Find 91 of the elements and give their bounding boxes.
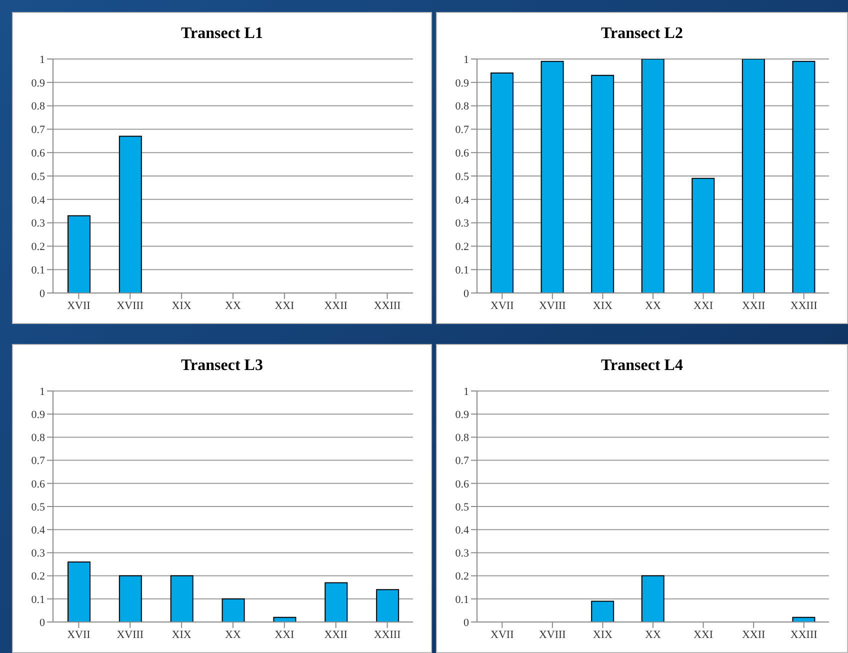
chart-title: Transect L2 [600,25,684,44]
bar [692,178,715,293]
y-tick-label: 0.7 [455,124,470,136]
bar [742,59,765,293]
y-tick-label: 0.5 [455,501,470,514]
y-tick-label: 0.6 [31,478,46,490]
bar [641,575,664,622]
y-tick-label: 0.1 [31,594,45,606]
y-tick-label: 1 [40,386,45,398]
y-tick-label: 0.8 [31,432,46,444]
x-tick-label: XXII [324,300,348,312]
x-tick-label: XIX [172,628,192,641]
x-tick-label: XIX [592,628,613,641]
y-tick-label: 1 [464,54,469,66]
y-tick-label: 0.4 [455,194,470,206]
y-tick-label: 0.7 [455,455,470,468]
x-tick-label: XVIII [116,300,144,312]
y-tick-label: 0.6 [455,478,470,490]
y-tick-label: 0.1 [31,264,45,277]
y-tick-label: 0 [464,616,470,629]
x-tick-label: XIX [172,300,192,312]
y-tick-label: 0.5 [455,170,470,183]
y-tick-label: 0.4 [455,524,470,537]
chart-title: Transect L3 [180,357,264,376]
y-tick-label: 0.8 [455,432,470,444]
x-tick-label: XXII [742,300,766,312]
x-tick-label: XXI [694,300,714,312]
bar [540,60,564,293]
y-tick-label: 0 [40,616,46,629]
y-tick-label: 0.7 [31,124,46,136]
bar [490,72,514,293]
y-tick-label: 0.1 [455,264,469,277]
bar [222,598,245,622]
x-tick-label: XXIII [374,628,402,641]
y-tick-label: 0 [464,288,470,300]
bar [591,600,614,622]
x-tick-label: XXII [324,628,348,641]
x-tick-label: XXIII [374,300,402,312]
y-tick-label: 0.1 [455,594,469,606]
y-tick-label: 0.9 [31,77,46,90]
x-tick-label: XX [645,300,661,312]
x-tick-label: XVII [67,628,91,641]
x-tick-label: XVIII [538,628,566,641]
y-tick-label: 0.2 [31,570,45,583]
y-tick-label: 0 [40,288,46,300]
x-tick-label: XIX [592,300,613,312]
y-tick-label: 0.3 [455,548,470,560]
x-tick-label: XVII [490,300,514,312]
bar [792,60,816,293]
bar [118,575,142,622]
y-tick-label: 0.6 [31,148,46,160]
y-tick-label: 0.3 [455,218,470,230]
x-tick-label: XXI [274,628,295,641]
y-tick-label: 0.9 [455,409,470,422]
y-tick-label: 0.9 [31,409,46,422]
bar [641,59,664,293]
x-tick-label: XXIII [790,628,818,641]
y-tick-label: 1 [40,54,45,66]
x-tick-label: XX [225,628,241,641]
y-tick-label: 0.3 [31,548,46,560]
x-tick-label: XVIII [116,628,144,641]
y-tick-label: 0.8 [31,100,46,113]
x-tick-label: XXII [742,628,766,641]
x-tick-label: XVII [67,300,91,312]
x-tick-label: XX [225,300,241,312]
y-tick-label: 0.3 [31,218,46,230]
y-tick-label: 0.4 [31,194,46,206]
y-tick-label: 1 [464,386,469,398]
x-tick-label: XVII [490,628,514,641]
bar [170,575,194,622]
y-tick-label: 0.7 [31,455,46,468]
y-tick-label: 0.2 [31,241,45,254]
y-tick-label: 0.9 [455,77,470,90]
x-tick-label: XXI [274,300,295,312]
x-tick-label: XVIII [538,300,566,312]
chart-title: Transect L1 [180,25,264,44]
y-tick-label: 0.5 [31,170,46,183]
chart-title: Transect L4 [600,357,684,376]
x-tick-label: XX [645,628,661,641]
bar [324,582,348,622]
y-tick-label: 0.6 [455,148,470,160]
x-tick-label: XXIII [790,300,818,312]
bar [68,561,90,622]
y-tick-label: 0.5 [31,501,46,514]
x-tick-label: XXI [694,628,714,641]
bar [591,74,614,293]
bar [376,589,400,622]
y-tick-label: 0.2 [455,241,469,254]
y-tick-label: 0.4 [31,524,46,537]
y-tick-label: 0.8 [455,100,470,113]
y-tick-label: 0.2 [455,570,469,583]
